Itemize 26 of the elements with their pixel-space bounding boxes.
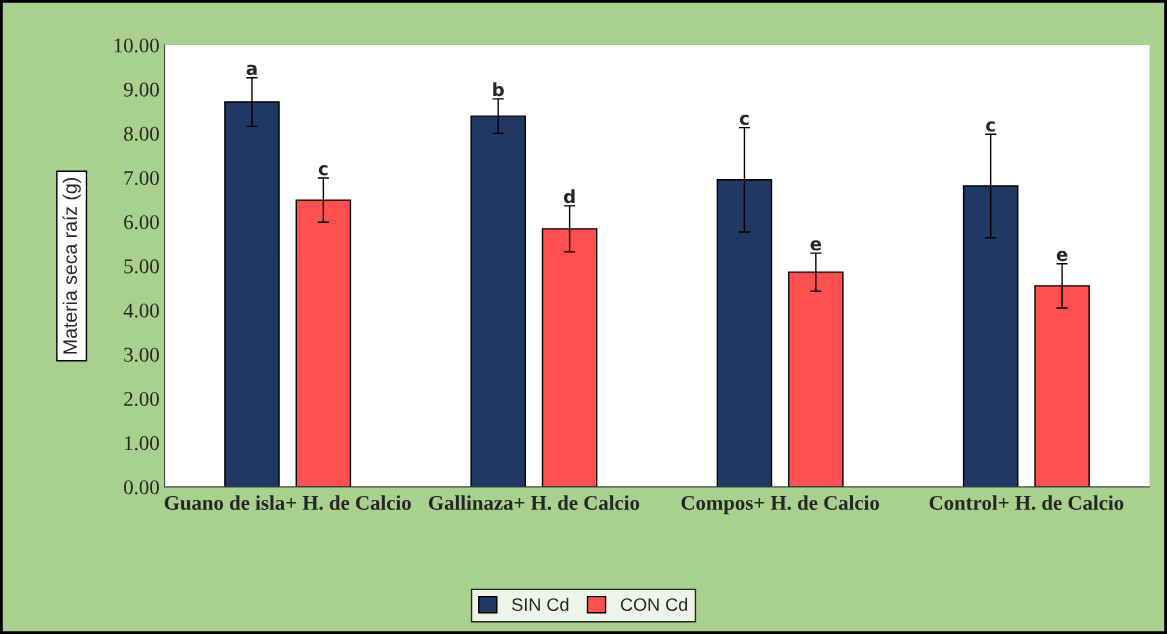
y-tick-label: 9.00 [123,82,159,97]
y-tick-label: 10.00 [114,38,159,53]
y-tick-label: 6.00 [124,215,159,230]
x-tick-label: Compos+ H. de Calcio [681,495,880,515]
data-label: d [563,189,575,204]
legend-label: SIN Cd [512,597,569,612]
y-tick-label: 4.00 [123,303,159,318]
x-tick-label: Control+ H. de Calcio [929,495,1124,510]
x-tick-label: Gallinaza+ H. de Calcio [428,495,640,510]
data-label: c [318,165,328,176]
y-tick-label: 0.00 [124,480,159,495]
legend-label: CON Cd [620,597,688,612]
data-label: a [246,64,257,76]
x-tick-label: Guano de isla+ H. de Calcio [164,495,411,510]
data-label: b [493,82,504,97]
data-label: e [1056,250,1068,262]
y-tick-label: 8.00 [124,126,159,141]
y-tick-label: 7.00 [124,170,159,186]
y-axis-title: Materia seca raíz (g) [62,178,81,354]
y-tick-label: 3.00 [124,347,159,362]
y-tick-label: 1.00 [125,436,159,451]
data-label: c [986,121,995,132]
data-label: c [739,114,749,126]
y-tick-label: 5.00 [124,259,159,274]
y-tick-label: 2.00 [124,391,159,407]
data-label: e [810,240,822,251]
